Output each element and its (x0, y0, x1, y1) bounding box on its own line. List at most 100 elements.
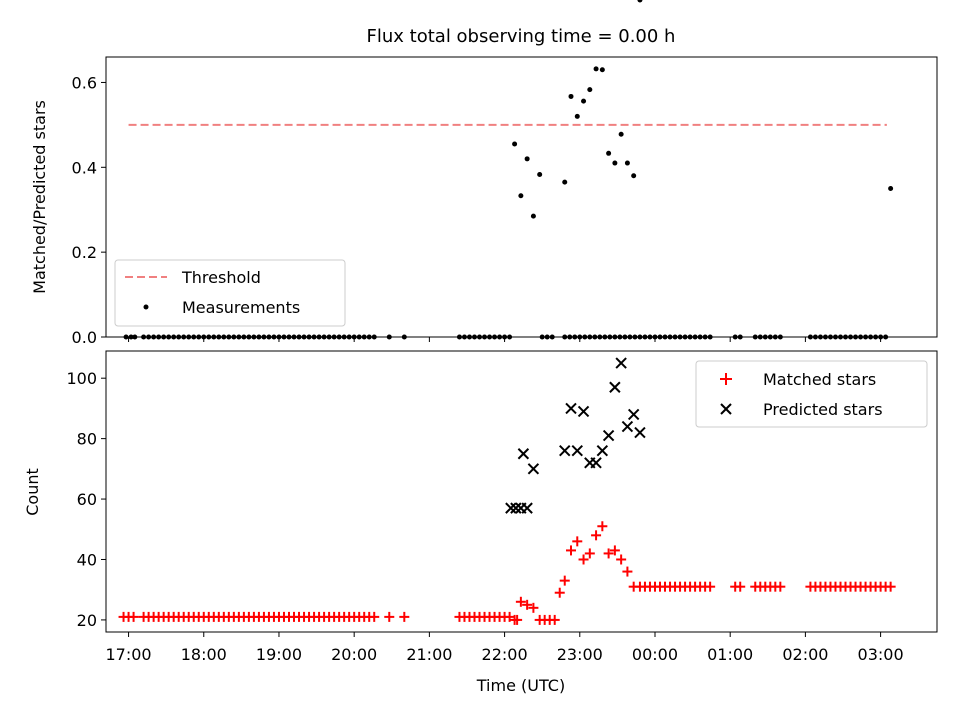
measurement-point (667, 334, 673, 340)
top-ytick-label: 0.4 (72, 158, 97, 177)
measurement-point (697, 334, 703, 340)
measurement-point (652, 334, 658, 340)
measurement-point (201, 334, 207, 340)
measurement-point (216, 334, 222, 340)
measurement-points (123, 0, 894, 340)
matched-star-point (554, 587, 565, 598)
measurement-point (883, 334, 889, 340)
measurement-point (356, 334, 362, 340)
measurement-point (777, 334, 783, 340)
measurement-point (351, 334, 357, 340)
matched-stars-points (118, 521, 896, 625)
bottom-axes-frame (105, 350, 938, 633)
measurement-point (868, 334, 874, 340)
matched-star-point (522, 599, 533, 610)
measurement-point (296, 334, 302, 340)
measurement-point (827, 334, 833, 340)
measurement-point (647, 334, 653, 340)
bottom-xtick-label: 22:00 (482, 645, 528, 664)
predicted-star-point (634, 426, 646, 439)
measurement-point (549, 334, 555, 340)
measurement-point (151, 334, 157, 340)
measurement-point (524, 156, 530, 162)
bottom-xtick-label: 20:00 (331, 645, 377, 664)
measurement-point (592, 334, 598, 340)
matched-star-point (369, 611, 380, 622)
matched-star-point (512, 614, 523, 625)
predicted-legend-swatch (720, 403, 732, 415)
measurement-point (627, 334, 633, 340)
bottom-ytick-label: 40 (77, 550, 97, 569)
measurement-point (512, 141, 518, 147)
predicted-star-point (621, 420, 634, 433)
measurement-point (366, 334, 372, 340)
measurement-point (807, 334, 813, 340)
measurement-point (326, 334, 332, 340)
predicted-star-point (609, 381, 621, 393)
measurement-point (612, 334, 618, 340)
predicted-star-point (559, 445, 571, 457)
measurement-point (562, 334, 568, 340)
measurement-point (311, 334, 317, 340)
measurement-point (772, 334, 778, 340)
measurement-point (853, 334, 859, 340)
measurement-point (642, 334, 648, 340)
predicted-star-point (510, 502, 522, 514)
measurement-point (211, 334, 217, 340)
measurement-point (236, 334, 242, 340)
top-ytick-label: 0.6 (72, 73, 97, 92)
measurement-point (166, 334, 172, 340)
matched-legend-swatch (720, 373, 732, 385)
matched-star-point (559, 575, 570, 586)
bottom-panel: 20 40 60 80 100 17:00 18:00 19:00 20:00 21:00 22:… (23, 350, 938, 695)
matched-star-point (399, 611, 410, 622)
measurement-point (682, 334, 688, 340)
measurement-point (507, 334, 513, 340)
matched-star-point (609, 545, 620, 556)
matched-star-point (775, 581, 786, 592)
measurement-point (336, 334, 342, 340)
measurement-point (471, 334, 477, 340)
measurement-point (401, 334, 407, 340)
measurement-point (502, 334, 508, 340)
measurement-point (587, 334, 593, 340)
measurement-point (241, 334, 247, 340)
measurement-point (530, 213, 536, 219)
measurement-point (577, 334, 583, 340)
top-ytick-label: 0.0 (72, 328, 97, 347)
measurement-point (817, 334, 823, 340)
predicted-star-point (521, 502, 533, 514)
bottom-xlabel: Time (UTC) (476, 676, 565, 695)
measurement-point (291, 334, 297, 340)
measurement-point (858, 334, 864, 340)
matched-star-point (622, 566, 633, 577)
matched-star-point (572, 536, 583, 547)
measurement-point (878, 334, 884, 340)
measurement-point (482, 334, 488, 340)
top-y-ticks: 0.0 0.2 0.4 0.6 (72, 73, 106, 347)
measurement-point (261, 334, 267, 340)
measurement-point (321, 334, 327, 340)
measurement-point (888, 186, 894, 192)
matched-star-point (597, 521, 608, 532)
measurement-point (346, 334, 352, 340)
bottom-ylabel: Count (23, 468, 42, 516)
measurement-point (692, 334, 698, 340)
measurement-point (593, 66, 599, 72)
measurement-point (581, 98, 587, 104)
measurement-point (707, 334, 713, 340)
measurement-point (662, 334, 668, 340)
measurement-point (597, 334, 603, 340)
measurement-point (341, 334, 347, 340)
measurement-point (607, 334, 613, 340)
measurement-point (631, 173, 637, 179)
bottom-xtick-label: 19:00 (256, 645, 302, 664)
measurement-point (637, 0, 643, 3)
measurement-point (837, 334, 843, 340)
measurement-point (574, 113, 580, 119)
measurement-point (657, 334, 663, 340)
measurement-point (612, 160, 618, 166)
matched-star-point (735, 581, 746, 592)
bottom-ytick-label: 60 (77, 490, 97, 509)
